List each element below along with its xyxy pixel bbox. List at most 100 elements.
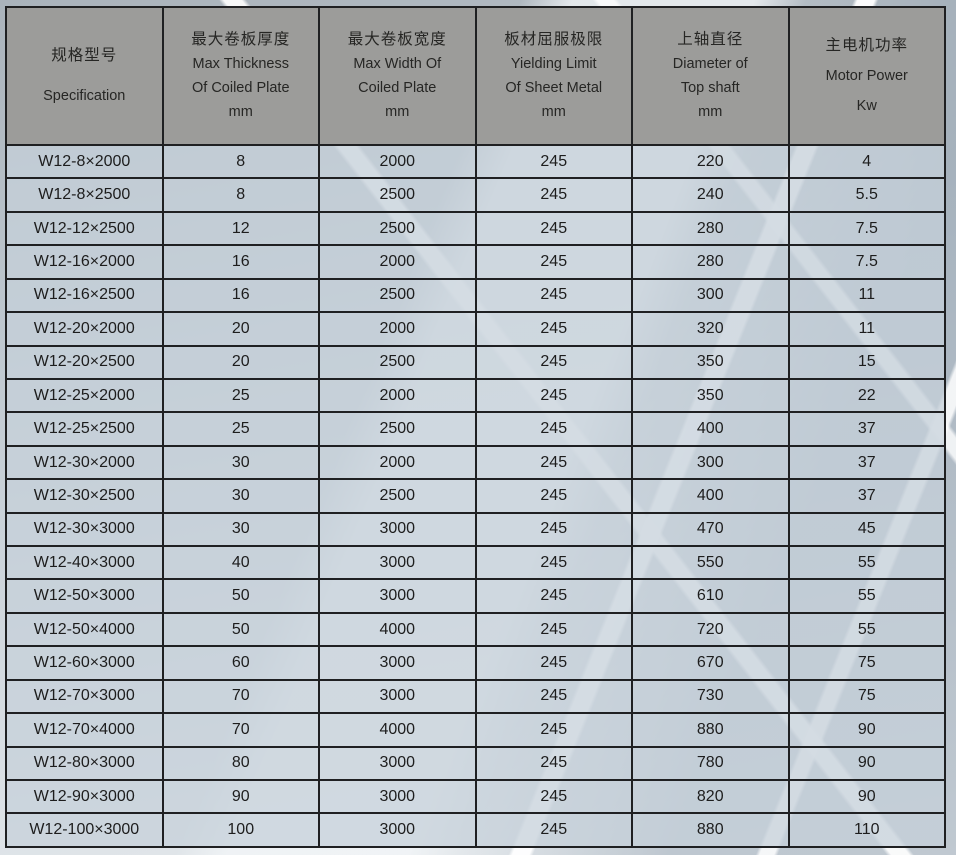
value-cell: 400 <box>631 411 790 447</box>
value-cell: 5.5 <box>787 177 946 213</box>
value-cell: 2500 <box>318 210 477 247</box>
table-row: W12-100×3000 100 3000 245 880 110 <box>5 812 946 848</box>
value-cell: 245 <box>474 611 633 648</box>
value-cell: 245 <box>474 779 633 815</box>
value-cell: 11 <box>787 311 946 347</box>
value-cell: 350 <box>631 377 790 414</box>
column-header-lines: 规格型号 Specification <box>7 24 162 128</box>
value-cell: 780 <box>631 745 790 782</box>
table-row: W12-90×3000 90 3000 245 820 90 <box>5 779 946 815</box>
value-cell: 7.5 <box>787 210 946 247</box>
value-cell: 280 <box>631 210 790 247</box>
header-line: Motor Power <box>825 68 908 84</box>
column-header-lines: 最大卷板厚度 Max Thickness Of Coiled Plate mm <box>164 24 319 128</box>
spec-cell: W12-25×2000 <box>5 377 164 414</box>
header-line: Of Coiled Plate <box>191 80 290 96</box>
value-cell: 90 <box>787 745 946 782</box>
column-header-max-width: 最大卷板宽度 Max Width Of Coiled Plate mm <box>318 6 477 146</box>
spec-cell: W12-30×2500 <box>5 478 164 514</box>
value-cell: 15 <box>787 344 946 380</box>
value-cell: 2000 <box>318 143 477 180</box>
value-cell: 2000 <box>318 244 477 280</box>
value-cell: 22 <box>787 377 946 414</box>
header-line: 板材屈服极限 <box>504 31 604 48</box>
spec-cell: W12-100×3000 <box>5 812 164 848</box>
value-cell: 2500 <box>318 411 477 447</box>
table-row: W12-16×2000 16 2000 245 280 7.5 <box>5 244 946 280</box>
value-cell: 50 <box>161 611 320 648</box>
value-cell: 4 <box>787 143 946 180</box>
value-cell: 670 <box>631 645 790 681</box>
spec-cell: W12-12×2500 <box>5 210 164 247</box>
value-cell: 90 <box>787 779 946 815</box>
table-row: W12-25×2000 25 2000 245 350 22 <box>5 377 946 414</box>
value-cell: 350 <box>631 344 790 380</box>
value-cell: 55 <box>787 545 946 581</box>
header-line: mm <box>698 104 723 120</box>
value-cell: 3000 <box>318 745 477 782</box>
value-cell: 3000 <box>318 779 477 815</box>
value-cell: 720 <box>631 611 790 648</box>
value-cell: 880 <box>631 812 790 848</box>
value-cell: 75 <box>787 678 946 715</box>
spec-cell: W12-90×3000 <box>5 779 164 815</box>
value-cell: 245 <box>474 578 633 614</box>
value-cell: 55 <box>787 611 946 648</box>
column-header-lines: 最大卷板宽度 Max Width Of Coiled Plate mm <box>320 24 475 128</box>
value-cell: 25 <box>161 411 320 447</box>
value-cell: 245 <box>474 745 633 782</box>
value-cell: 820 <box>631 779 790 815</box>
value-cell: 550 <box>631 545 790 581</box>
value-cell: 880 <box>631 712 790 748</box>
value-cell: 2500 <box>318 177 477 213</box>
value-cell: 80 <box>161 745 320 782</box>
spec-cell: W12-25×2500 <box>5 411 164 447</box>
header-line: 最大卷板宽度 <box>347 31 447 48</box>
value-cell: 45 <box>787 511 946 548</box>
value-cell: 245 <box>474 277 633 314</box>
value-cell: 16 <box>161 277 320 314</box>
header-line: Top shaft <box>680 80 740 96</box>
table-header: 规格型号 Specification 最大卷板厚度 Max Thickness Of C… <box>5 6 946 146</box>
value-cell: 4000 <box>318 712 477 748</box>
value-cell: 2500 <box>318 344 477 380</box>
value-cell: 245 <box>474 311 633 347</box>
value-cell: 245 <box>474 210 633 247</box>
table-row: W12-80×3000 80 3000 245 780 90 <box>5 745 946 782</box>
value-cell: 30 <box>161 478 320 514</box>
value-cell: 37 <box>787 411 946 447</box>
table-row: W12-30×2500 30 2500 245 400 37 <box>5 478 946 514</box>
value-cell: 70 <box>161 712 320 748</box>
spec-cell: W12-60×3000 <box>5 645 164 681</box>
table-row: W12-50×4000 50 4000 245 720 55 <box>5 611 946 648</box>
value-cell: 25 <box>161 377 320 414</box>
table-body: W12-8×2000 8 2000 245 220 4 W12-8×2500 8 2500 245… <box>5 143 946 848</box>
value-cell: 320 <box>631 311 790 347</box>
value-cell: 3000 <box>318 645 477 681</box>
spec-cell: W12-20×2500 <box>5 344 164 380</box>
header-line: Specification <box>43 88 126 104</box>
table-row: W12-8×2500 8 2500 245 240 5.5 <box>5 177 946 213</box>
value-cell: 75 <box>787 645 946 681</box>
column-header-max-thickness: 最大卷板厚度 Max Thickness Of Coiled Plate mm <box>161 6 320 146</box>
value-cell: 50 <box>161 578 320 614</box>
table-row: W12-70×3000 70 3000 245 730 75 <box>5 678 946 715</box>
value-cell: 610 <box>631 578 790 614</box>
value-cell: 3000 <box>318 678 477 715</box>
value-cell: 3000 <box>318 545 477 581</box>
column-header-specification: 规格型号 Specification <box>5 6 164 146</box>
value-cell: 2000 <box>318 311 477 347</box>
value-cell: 245 <box>474 143 633 180</box>
value-cell: 8 <box>161 177 320 213</box>
value-cell: 245 <box>474 244 633 280</box>
spec-cell: W12-70×4000 <box>5 712 164 748</box>
value-cell: 110 <box>787 812 946 848</box>
spec-cell: W12-8×2000 <box>5 143 164 180</box>
table-row: W12-30×2000 30 2000 245 300 37 <box>5 444 946 481</box>
header-line: 上轴直径 <box>677 31 744 48</box>
column-header-top-shaft-diameter: 上轴直径 Diameter of Top shaft mm <box>631 6 790 146</box>
value-cell: 30 <box>161 444 320 481</box>
value-cell: 4000 <box>318 611 477 648</box>
column-header-lines: 上轴直径 Diameter of Top shaft mm <box>633 24 788 128</box>
value-cell: 40 <box>161 545 320 581</box>
